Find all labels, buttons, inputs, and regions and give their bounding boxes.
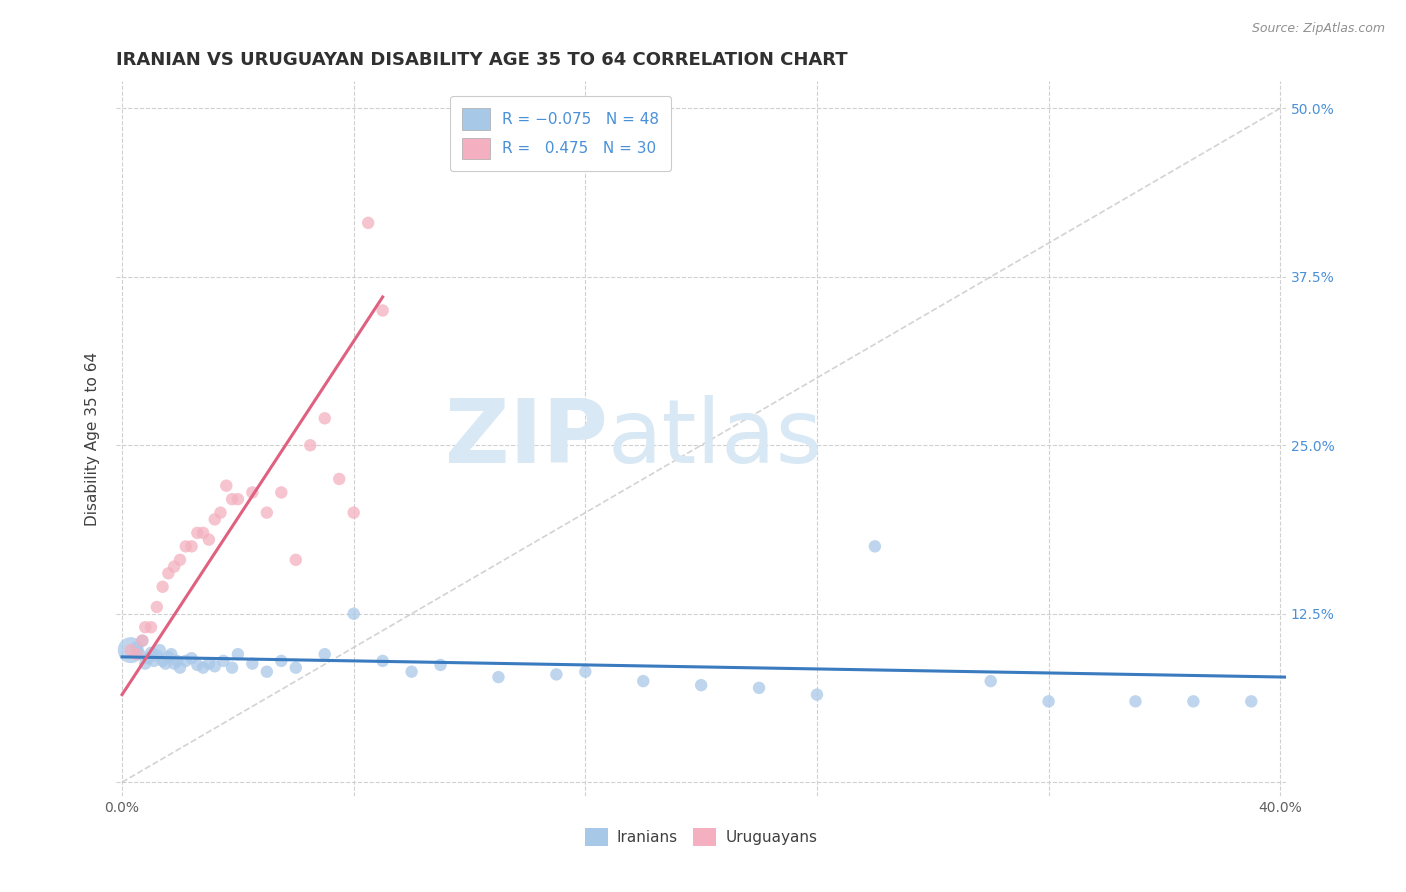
Point: [1038, 694, 1060, 708]
Point: [270, 654, 292, 668]
Text: atlas: atlas: [607, 395, 823, 482]
Point: [631, 674, 654, 689]
Point: [180, 651, 202, 665]
Point: [157, 649, 180, 664]
Point: [191, 525, 214, 540]
Point: [1240, 694, 1263, 708]
Point: [371, 654, 394, 668]
Point: [226, 647, 249, 661]
Point: [284, 660, 307, 674]
Point: [142, 654, 165, 668]
Point: [120, 643, 142, 657]
Point: [125, 640, 148, 655]
Point: [131, 633, 153, 648]
Point: [488, 670, 510, 684]
Point: [139, 620, 162, 634]
Point: [120, 643, 142, 657]
Point: [226, 492, 249, 507]
Point: [1125, 694, 1147, 708]
Text: IRANIAN VS URUGUAYAN DISABILITY AGE 35 TO 64 CORRELATION CHART: IRANIAN VS URUGUAYAN DISABILITY AGE 35 T…: [117, 51, 848, 69]
Point: [240, 485, 263, 500]
Point: [256, 506, 278, 520]
Point: [198, 657, 221, 671]
Point: [131, 633, 153, 648]
Point: [215, 479, 238, 493]
Point: [314, 411, 336, 425]
Point: [163, 559, 186, 574]
Legend: R = −0.075   N = 48, R =   0.475   N = 30: R = −0.075 N = 48, R = 0.475 N = 30: [450, 96, 671, 171]
Point: [134, 657, 156, 671]
Point: [1182, 694, 1205, 708]
Point: [152, 580, 174, 594]
Point: [152, 654, 174, 668]
Point: [546, 667, 568, 681]
Point: [186, 525, 208, 540]
Point: [160, 647, 183, 661]
Point: [980, 674, 1002, 689]
Point: [209, 506, 232, 520]
Point: [174, 539, 197, 553]
Point: [371, 303, 394, 318]
Point: [149, 643, 172, 657]
Point: [180, 539, 202, 553]
Point: [163, 657, 186, 671]
Point: [221, 660, 243, 674]
Point: [256, 665, 278, 679]
Point: [204, 659, 226, 673]
Point: [169, 660, 191, 674]
Text: Source: ZipAtlas.com: Source: ZipAtlas.com: [1251, 22, 1385, 36]
Point: [690, 678, 713, 692]
Point: [157, 566, 180, 581]
Point: [240, 657, 263, 671]
Point: [357, 216, 380, 230]
Point: [128, 647, 150, 661]
Point: [806, 688, 828, 702]
Point: [125, 647, 148, 661]
Point: [186, 657, 208, 672]
Point: [155, 657, 177, 671]
Point: [574, 665, 596, 679]
Point: [204, 512, 226, 526]
Point: [284, 553, 307, 567]
Point: [146, 599, 169, 614]
Point: [401, 665, 423, 679]
Point: [174, 654, 197, 668]
Point: [212, 654, 235, 668]
Point: [748, 681, 770, 695]
Point: [198, 533, 221, 547]
Point: [134, 620, 156, 634]
Y-axis label: Disability Age 35 to 64: Disability Age 35 to 64: [86, 351, 100, 525]
Point: [343, 506, 366, 520]
Point: [299, 438, 322, 452]
Point: [863, 539, 886, 553]
Point: [429, 657, 451, 672]
Point: [146, 648, 169, 663]
Text: ZIP: ZIP: [444, 395, 607, 482]
Point: [169, 553, 191, 567]
Point: [328, 472, 350, 486]
Point: [166, 654, 188, 668]
Point: [191, 660, 214, 674]
Point: [343, 607, 366, 621]
Point: [221, 492, 243, 507]
Point: [139, 646, 162, 660]
Point: [136, 651, 159, 665]
Point: [314, 647, 336, 661]
Point: [270, 485, 292, 500]
